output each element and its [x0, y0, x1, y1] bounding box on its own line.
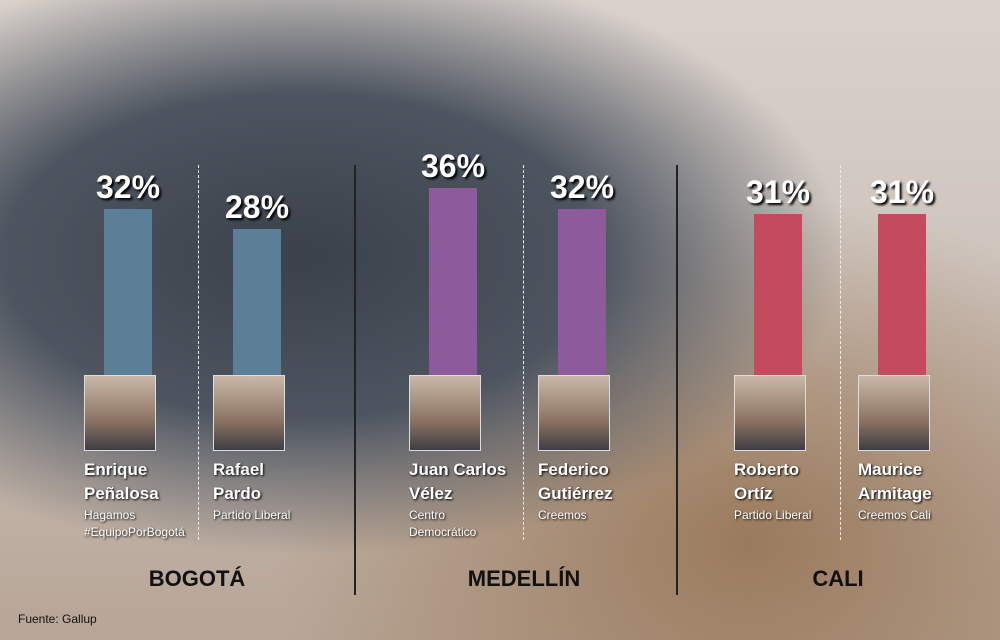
candidate-name: Enrique Peñalosa — [84, 460, 159, 503]
candidate-photo — [409, 375, 481, 451]
candidate-party: Partido Liberal — [213, 508, 291, 522]
candidate-party: Hagamos #EquipoPorBogotá — [84, 508, 185, 539]
candidate-photo — [213, 375, 285, 451]
divider — [198, 165, 199, 540]
candidate-name: Roberto Ortíz — [734, 460, 800, 503]
city-label: CALI — [812, 566, 864, 591]
value-label: 32% — [95, 168, 161, 205]
divider — [840, 165, 841, 540]
bar — [754, 213, 802, 375]
value-label: 36% — [420, 147, 486, 184]
city-label: MEDELLÍN — [467, 566, 581, 591]
value-label: 32% — [549, 168, 615, 205]
candidate-photo — [734, 375, 806, 451]
bar — [429, 187, 477, 375]
divider — [676, 165, 678, 595]
candidate-name: Maurice Armitage — [858, 460, 932, 503]
city-label: BOGOTÁ — [148, 566, 246, 591]
candidate-photo — [858, 375, 930, 451]
bar — [558, 208, 606, 375]
value-label: 31% — [745, 173, 811, 210]
divider — [354, 165, 356, 595]
value-label: 31% — [869, 173, 935, 210]
candidate-party: Creemos — [538, 508, 587, 522]
candidate-party: Partido Liberal — [734, 508, 812, 522]
candidate-name: Juan Carlos Vélez — [409, 460, 507, 503]
bar — [233, 229, 281, 375]
candidate-photo — [538, 375, 610, 451]
source: Fuente: Gallup — [18, 612, 97, 626]
candidate-party: Creemos Cali — [858, 508, 931, 522]
divider — [523, 165, 524, 540]
value-label: 28% — [224, 189, 290, 226]
bar — [104, 208, 152, 375]
bar — [878, 213, 926, 375]
candidate-name: Federico Gutiérrez — [538, 460, 613, 503]
candidate-name: Rafael Pardo — [213, 460, 265, 503]
candidate-party: Centro Democrático — [409, 508, 477, 539]
candidate-photo — [84, 375, 156, 451]
